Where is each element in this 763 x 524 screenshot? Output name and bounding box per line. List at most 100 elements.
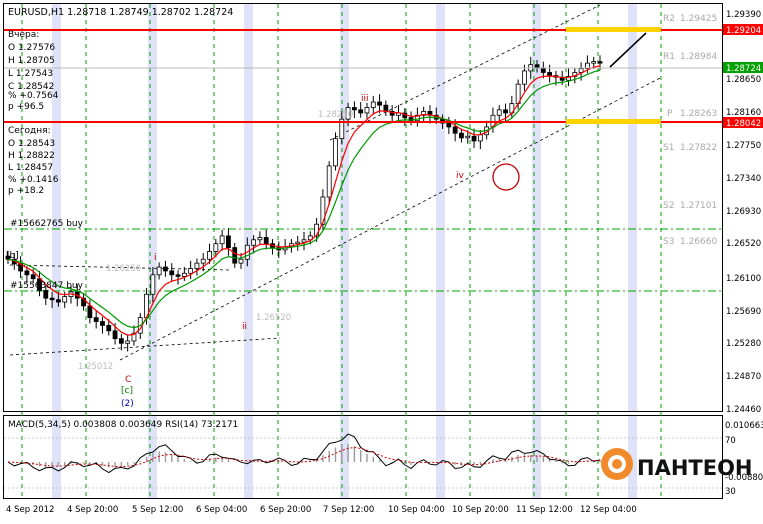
candle-body: [163, 266, 168, 272]
logo-text: ПАНТЕОН: [637, 456, 753, 480]
candle-body: [377, 101, 382, 106]
ma-slow-line: [7, 69, 601, 329]
svg-text:1.29425: 1.29425: [680, 14, 717, 24]
time-tick: 4 Sep 2012: [6, 505, 54, 515]
pivot-p: P 1.28263: [667, 109, 717, 119]
candle-body: [370, 101, 376, 108]
candle-body: [106, 324, 112, 332]
yesterday-points: p +96.5: [8, 102, 44, 112]
wave-label: i: [154, 253, 157, 263]
indicator-tick: 70: [725, 436, 736, 446]
candle-body: [112, 330, 118, 340]
yesterday-open: O 1.27576: [8, 43, 55, 53]
target-zone-lower: [566, 119, 661, 124]
candle-body: [118, 338, 124, 344]
candle-body: [169, 270, 175, 276]
price-tick: 1.25690: [726, 307, 761, 317]
time-tick: 5 Sep 12:00: [132, 505, 183, 515]
candle-body: [540, 67, 546, 73]
candle-body: [326, 165, 332, 198]
session-band: [628, 416, 637, 498]
candle-body: [452, 126, 458, 134]
indicator-tick: 0.010663: [725, 421, 763, 431]
candle-body: [333, 138, 338, 167]
price-tick: 1.24870: [726, 372, 761, 382]
wave-label: iv: [456, 171, 465, 181]
candle-body: [477, 134, 483, 142]
price-tick: 1.24460: [726, 405, 761, 415]
session-band: [244, 416, 253, 498]
today-high: H 1.28822: [8, 151, 55, 161]
candle-body: [213, 243, 219, 252]
rsi-line: [7, 433, 601, 474]
candle-body: [93, 317, 99, 322]
today-percent: % +0.1416: [8, 175, 59, 185]
candle-body: [295, 241, 301, 245]
candle-body: [251, 239, 257, 246]
candle-body: [62, 296, 68, 303]
candle-body: [226, 235, 231, 248]
pivot-s1: S1 1.27822: [663, 143, 717, 153]
candle-body: [547, 72, 553, 76]
today-points: p +18.2: [8, 186, 44, 196]
session-band: [532, 4, 541, 411]
yesterday-title: Вчера:: [8, 30, 39, 40]
wave-label: ii: [242, 322, 247, 332]
order-label[interactable]: #15563847 buy: [10, 281, 84, 291]
candle-body: [55, 299, 61, 303]
candle-body: [87, 305, 93, 319]
candle-body: [100, 321, 105, 326]
session-band: [436, 416, 445, 498]
current-price-box: [723, 62, 763, 73]
candle-body: [194, 262, 200, 269]
indicator-header: MACD(5,34,5) 0.003808 0.003649 RSI(14) 7…: [8, 420, 238, 430]
price-tick: 1.26100: [726, 274, 761, 284]
candle-body: [465, 135, 471, 139]
candle-body: [534, 64, 540, 69]
price-tick: 1.26930: [726, 207, 761, 217]
today-title: Сегодня:: [8, 126, 51, 136]
candle-body: [263, 237, 269, 245]
projection-arrow: [609, 32, 647, 68]
candle-body: [503, 109, 508, 114]
candle-body: [339, 118, 345, 140]
yesterday-percent: % +0.7564: [8, 91, 59, 101]
candle-body: [459, 132, 464, 139]
main-panel-frame: [3, 3, 723, 412]
wave-label: [c]: [121, 386, 133, 396]
session-band: [244, 4, 253, 411]
time-tick: 7 Sep 12:00: [323, 505, 374, 515]
price-tick: 1.27750: [726, 141, 761, 151]
candle-body: [257, 237, 263, 241]
candle-body: [232, 247, 238, 264]
candle-body: [522, 70, 527, 85]
candle-body: [578, 68, 584, 73]
channel-upper: [329, 4, 601, 141]
svg-text:P: P: [667, 109, 673, 119]
yesterday-high: H 1.28705: [8, 56, 55, 66]
svg-text:1.27101: 1.27101: [680, 201, 717, 211]
order-label[interactable]: #15662765 buy: [10, 219, 84, 229]
price-tick: 1.26520: [726, 239, 761, 249]
svg-text:1.26660: 1.26660: [680, 237, 717, 247]
svg-text:1.28984: 1.28984: [680, 52, 717, 62]
svg-text:1.27822: 1.27822: [680, 143, 717, 153]
candle-body: [207, 251, 212, 260]
wave-label: (2): [121, 399, 134, 409]
session-band: [340, 416, 349, 498]
candle-body: [307, 235, 313, 241]
svg-text:1.28263: 1.28263: [680, 109, 717, 119]
support-price-box-text: 1.28042: [726, 119, 761, 129]
candle-body: [446, 122, 452, 128]
candle-body: [408, 117, 414, 122]
candle-body: [37, 278, 42, 291]
time-tick: 4 Sep 20:00: [67, 505, 118, 515]
candle-body: [414, 114, 420, 122]
candle-body: [219, 235, 225, 245]
candle-body: [24, 270, 30, 276]
macd-signal-line: [7, 446, 601, 468]
bottom-marker-circle: [492, 163, 520, 191]
price-axis: 1.29390 1.28650 1.28160 1.27750 1.27340 …: [726, 10, 761, 415]
candle-body: [175, 274, 181, 277]
